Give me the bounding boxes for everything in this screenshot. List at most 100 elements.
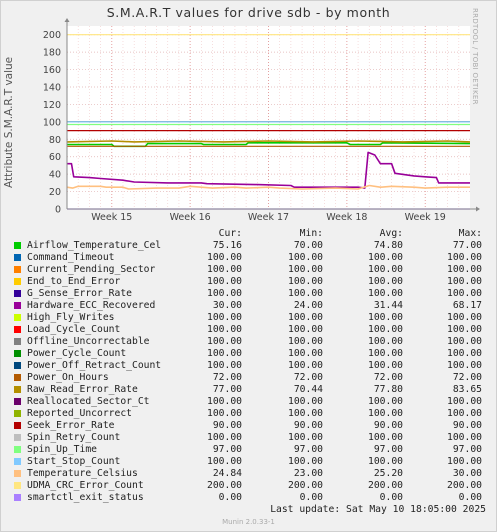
legend-value-cur: 77.00	[212, 384, 242, 395]
legend-value-max: 100.00	[447, 456, 482, 467]
legend-swatch	[14, 434, 21, 441]
legend: Cur: Min: Avg: Max: Airflow_Temperature_…	[12, 228, 492, 504]
legend-value-min: 100.00	[288, 348, 323, 359]
legend-value-avg: 100.00	[368, 360, 403, 371]
plot-area: 0 20 40 60 80 100 120 140 160 180 200 Week 15 Week 1…	[43, 18, 480, 223]
legend-value-avg: 100.00	[368, 396, 403, 407]
legend-value-min: 100.00	[288, 396, 323, 407]
legend-value-min: 100.00	[288, 276, 323, 287]
legend-swatch	[14, 470, 21, 477]
legend-row: Raw_Read_Error_Rate 77.00 70.44 77.80 83.65	[12, 384, 492, 396]
legend-value-cur: 100.00	[207, 324, 242, 335]
legend-value-cur: 100.00	[207, 456, 242, 467]
y-tick-label: 200	[43, 30, 61, 41]
legend-value-max: 100.00	[447, 360, 482, 371]
legend-value-cur: 100.00	[207, 396, 242, 407]
legend-series-name: High_Fly_Writes	[27, 312, 115, 323]
legend-value-cur: 90.00	[212, 420, 242, 431]
legend-series-name: Seek_Error_Rate	[27, 420, 115, 431]
legend-row: smartctl_exit_status 0.00 0.00 0.00 0.00	[12, 492, 492, 504]
legend-swatch	[14, 422, 21, 429]
legend-series-name: Power_Cycle_Count	[27, 348, 127, 359]
legend-row: Spin_Retry_Count 100.00 100.00 100.00 100.00	[12, 432, 492, 444]
legend-header-max: Max:	[458, 228, 482, 239]
legend-row: Spin_Up_Time 97.00 97.00 97.00 97.00	[12, 444, 492, 456]
legend-series-name: Spin_Retry_Count	[27, 432, 121, 443]
legend-row: Power_Off_Retract_Count 100.00 100.00 100.0…	[12, 360, 492, 372]
legend-swatch	[14, 338, 21, 345]
legend-value-avg: 100.00	[368, 252, 403, 263]
legend-series-name: Start_Stop_Count	[27, 456, 121, 467]
legend-series-name: Current_Pending_Sector	[27, 264, 156, 275]
legend-value-max: 100.00	[447, 432, 482, 443]
legend-series-name: End_to_End_Error	[27, 276, 121, 287]
legend-value-cur: 72.00	[212, 372, 242, 383]
legend-value-avg: 100.00	[368, 348, 403, 359]
legend-value-max: 100.00	[447, 312, 482, 323]
legend-value-cur: 24.84	[212, 468, 242, 479]
legend-value-max: 100.00	[447, 348, 482, 359]
legend-row: Airflow_Temperature_Cel 75.16 70.00 74.80 77…	[12, 240, 492, 252]
legend-value-max: 100.00	[447, 252, 482, 263]
legend-value-avg: 90.00	[373, 420, 403, 431]
legend-value-avg: 100.00	[368, 276, 403, 287]
legend-value-avg: 100.00	[368, 312, 403, 323]
y-tick-label: 100	[43, 117, 61, 128]
legend-value-max: 100.00	[447, 264, 482, 275]
munin-version: Munin 2.0.33-1	[222, 518, 275, 526]
y-tick-label: 40	[49, 170, 61, 181]
legend-value-cur: 100.00	[207, 264, 242, 275]
legend-row: Seek_Error_Rate 90.00 90.00 90.00 90.00	[12, 420, 492, 432]
y-tick-label: 140	[43, 83, 61, 94]
x-tick-label: Week 15	[91, 212, 132, 223]
legend-value-cur: 100.00	[207, 276, 242, 287]
legend-value-min: 100.00	[288, 360, 323, 371]
legend-swatch	[14, 314, 21, 321]
y-tick-label: 180	[43, 48, 61, 59]
legend-swatch	[14, 494, 21, 501]
chart-title: S.M.A.R.T values for drive sdb - by mont…	[106, 5, 391, 20]
legend-value-cur: 100.00	[207, 312, 242, 323]
legend-series-name: G_Sense_Error_Rate	[27, 288, 132, 299]
legend-swatch	[14, 254, 21, 261]
legend-value-cur: 100.00	[207, 360, 242, 371]
legend-swatch	[14, 398, 21, 405]
legend-value-min: 24.00	[293, 300, 323, 311]
legend-series-name: Temperature_Celsius	[27, 468, 138, 479]
legend-value-avg: 97.00	[373, 444, 403, 455]
legend-swatch	[14, 374, 21, 381]
legend-value-avg: 72.00	[373, 372, 403, 383]
legend-swatch	[14, 458, 21, 465]
legend-value-avg: 31.44	[373, 300, 403, 311]
legend-row: Offline_Uncorrectable 100.00 100.00 100.00 1…	[12, 336, 492, 348]
legend-value-min: 100.00	[288, 408, 323, 419]
x-tick-label: Week 19	[405, 212, 446, 223]
legend-series-name: Reallocated_Sector_Ct	[27, 396, 150, 407]
legend-value-avg: 200.00	[368, 480, 403, 491]
legend-value-cur: 30.00	[212, 300, 242, 311]
legend-value-cur: 200.00	[207, 480, 242, 491]
legend-swatch	[14, 350, 21, 357]
x-tick-label: Week 16	[170, 212, 211, 223]
legend-series-name: Power_On_Hours	[27, 372, 109, 383]
legend-series-name: Offline_Uncorrectable	[27, 336, 150, 347]
legend-value-min: 23.00	[293, 468, 323, 479]
legend-value-cur: 75.16	[212, 240, 242, 251]
series-line-hardware-ecc-recovered	[67, 151, 470, 189]
x-axis-arrow	[476, 206, 480, 212]
legend-value-cur: 100.00	[207, 336, 242, 347]
legend-value-cur: 97.00	[212, 444, 242, 455]
x-tick-label: Week 18	[326, 212, 367, 223]
legend-swatch	[14, 386, 21, 393]
legend-value-avg: 100.00	[368, 336, 403, 347]
legend-series-name: Power_Off_Retract_Count	[27, 360, 162, 371]
legend-value-max: 68.17	[452, 300, 482, 311]
series-line-raw-read-error-rate	[66, 140, 471, 143]
legend-value-avg: 100.00	[368, 408, 403, 419]
legend-value-avg: 100.00	[368, 324, 403, 335]
legend-series-name: Command_Timeout	[27, 252, 115, 263]
legend-row: G_Sense_Error_Rate 100.00 100.00 100.00 100.…	[12, 288, 492, 300]
legend-swatch	[14, 362, 21, 369]
legend-swatch	[14, 242, 21, 249]
legend-value-max: 72.00	[452, 372, 482, 383]
